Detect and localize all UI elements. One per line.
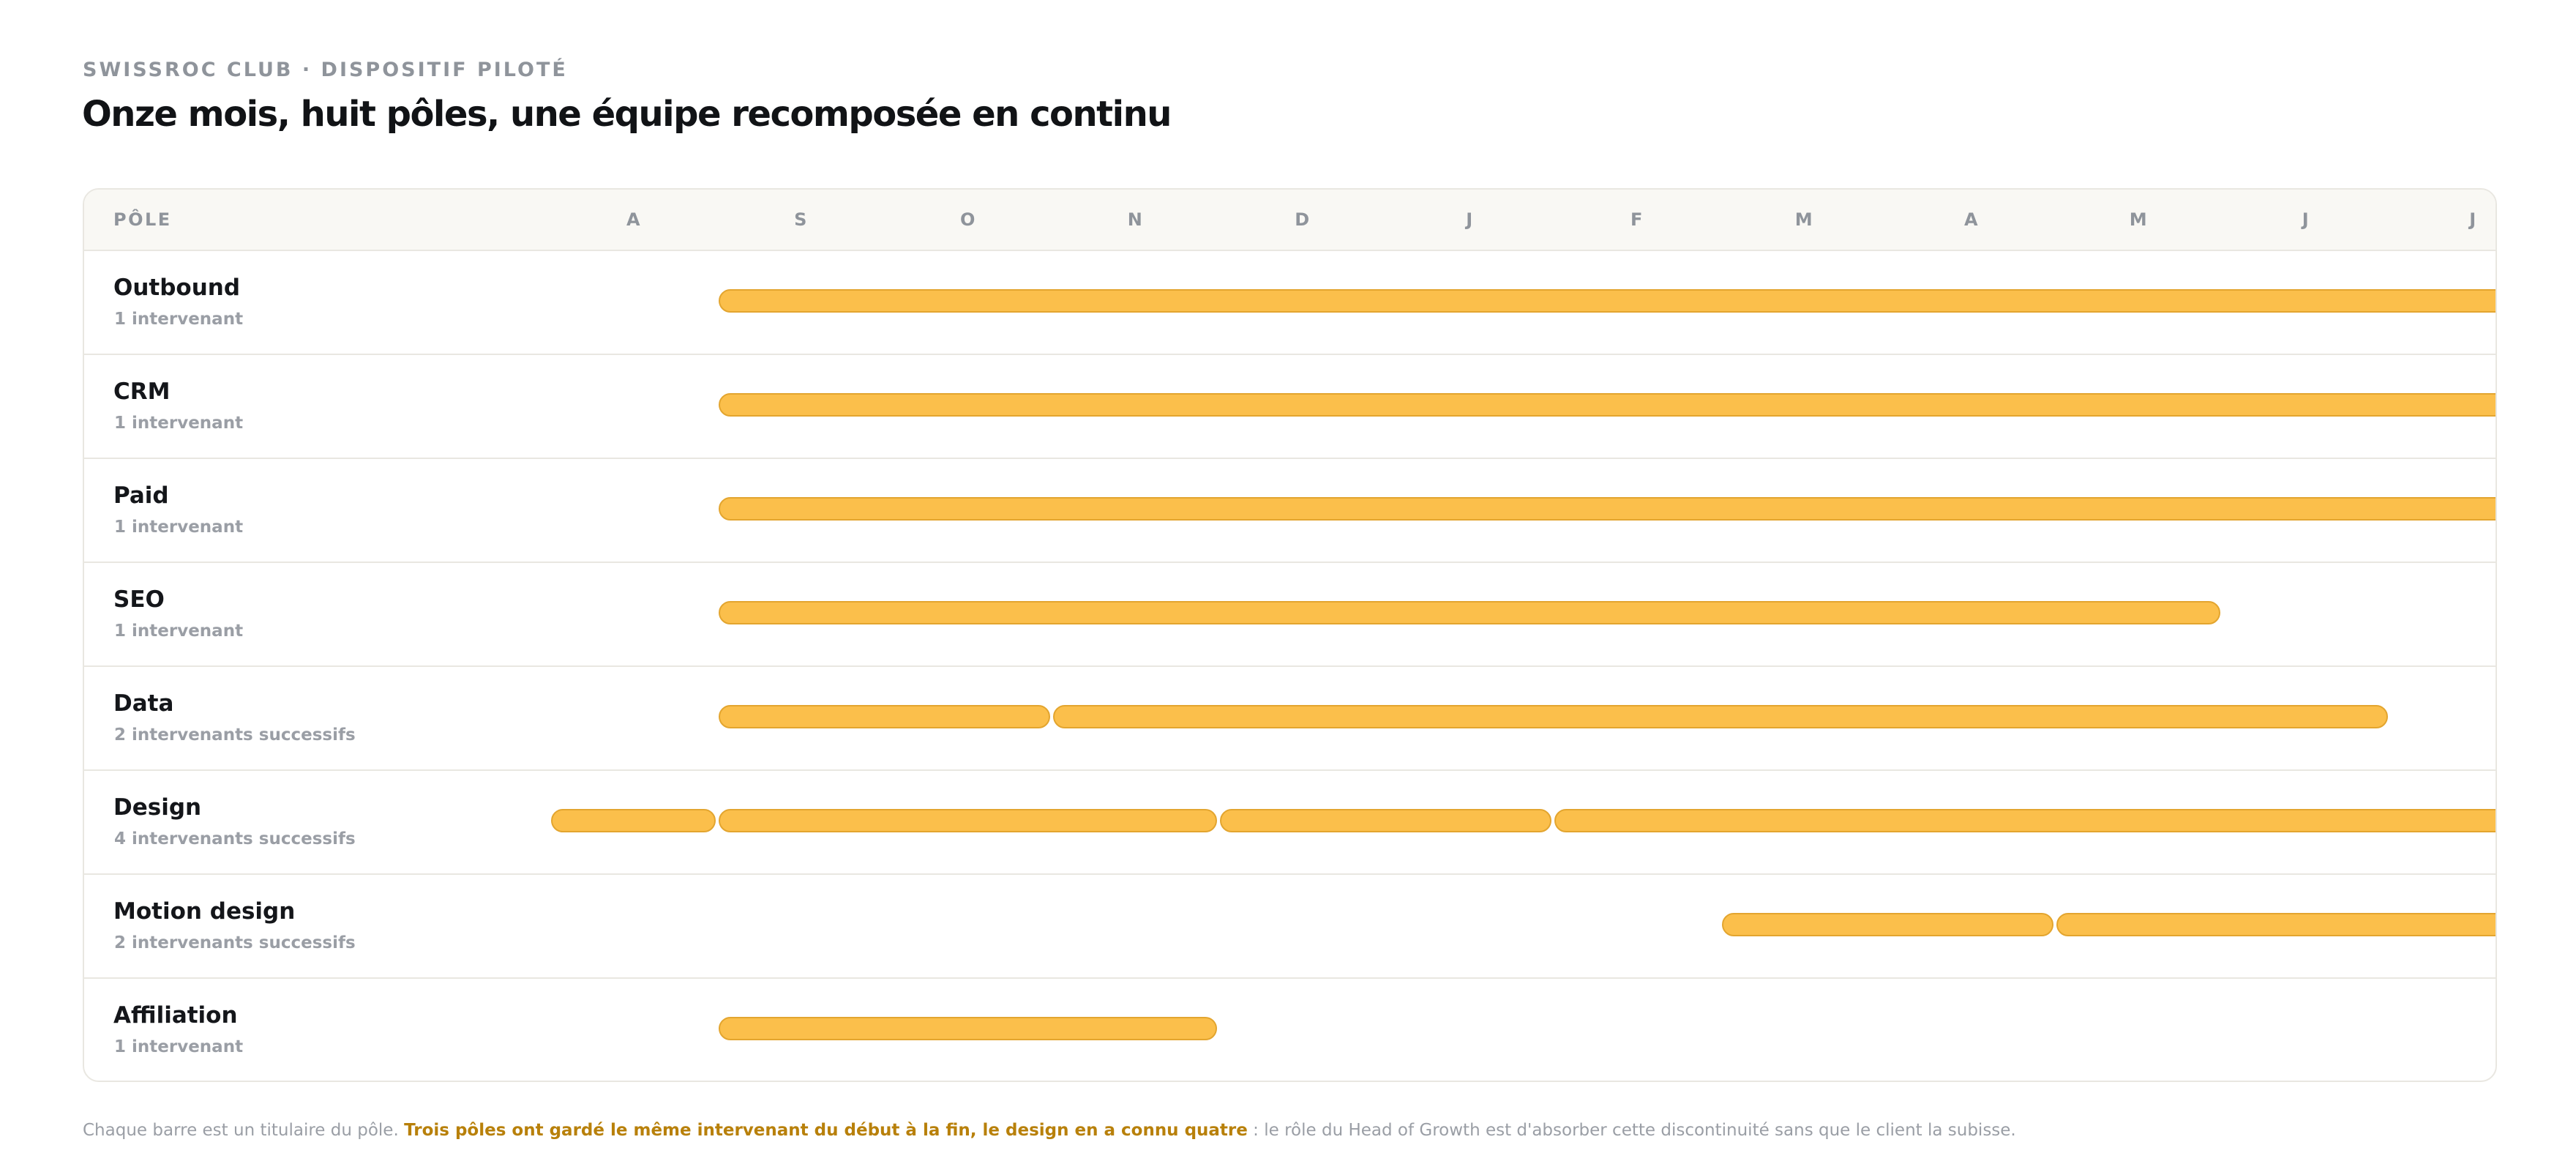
table-row: Paid 1 intervenant [84, 459, 2496, 563]
month-label: A [626, 209, 640, 230]
month-label: A [1963, 209, 1978, 230]
pole-subtitle: 2 intervenants successifs [114, 725, 356, 745]
table-row: Outbound 1 intervenant [84, 251, 2496, 355]
pole-name: Motion design [113, 898, 296, 925]
timeline-bar [1220, 809, 1551, 832]
table-row: CRM 1 intervenant [84, 355, 2496, 459]
month-label: O [960, 209, 976, 230]
pole-name: Data [113, 690, 174, 717]
timeline-bar [718, 289, 2496, 313]
timeline-bar [718, 809, 1217, 832]
timeline-bar [718, 497, 2496, 521]
pole-name: SEO [113, 586, 165, 613]
month-label: D [1295, 209, 1310, 230]
pole-name: CRM [113, 378, 171, 405]
table-row: Data 2 intervenants successifs [84, 667, 2496, 771]
pole-name: Design [113, 794, 202, 821]
month-label: N [1127, 209, 1142, 230]
footnote: Chaque barre est un titulaire du pôle. T… [83, 1121, 2016, 1140]
pole-name: Affiliation [113, 1002, 238, 1029]
pole-subtitle: 1 intervenant [114, 622, 244, 641]
pole-subtitle: 1 intervenant [114, 518, 244, 537]
pole-name: Paid [113, 482, 169, 509]
month-label: M [2129, 209, 2147, 230]
timeline-bar [1052, 705, 2388, 728]
pole-subtitle: 4 intervenants successifs [114, 829, 356, 848]
timeline-bar [551, 809, 716, 832]
eyebrow: SWISSROC CLUB · DISPOSITIF PILOTÉ [83, 59, 568, 81]
month-label: J [2302, 209, 2309, 230]
pole-subtitle: 1 intervenant [114, 414, 244, 433]
month-label: J [2469, 209, 2476, 230]
timeline-bar [718, 393, 2496, 417]
month-label: S [794, 209, 807, 230]
table-row: Design 4 intervenants successifs [84, 771, 2496, 875]
timeline-bar [2056, 913, 2496, 936]
footnote-outro: : le rôle du Head of Growth est d'absorb… [1247, 1121, 2016, 1140]
table-header: PÔLE A S O N D J F M A M J J [84, 190, 2496, 251]
timeline-bar [1554, 809, 2496, 832]
month-label: F [1630, 209, 1643, 230]
timeline-bar [718, 1017, 1217, 1040]
timeline-bar [718, 705, 1050, 728]
pole-subtitle: 1 intervenant [114, 310, 244, 329]
month-label: M [1794, 209, 1813, 230]
footnote-highlight: Trois pôles ont gardé le même intervenan… [404, 1121, 1248, 1140]
timeline-bar [1721, 913, 2053, 936]
table-row: Motion design 2 intervenants successifs [84, 875, 2496, 979]
footnote-intro: Chaque barre est un titulaire du pôle. [83, 1121, 399, 1140]
page-title: Onze mois, huit pôles, une équipe recomp… [82, 94, 1172, 135]
column-header-pole: PÔLE [113, 209, 172, 230]
timeline-bar [718, 601, 2220, 624]
pole-subtitle: 2 intervenants successifs [114, 933, 356, 952]
month-label: J [1466, 209, 1473, 230]
pole-name: Outbound [113, 275, 241, 301]
table-row: Affiliation 1 intervenant [84, 979, 2496, 1081]
pole-subtitle: 1 intervenant [114, 1037, 244, 1056]
table-row: SEO 1 intervenant [84, 563, 2496, 667]
